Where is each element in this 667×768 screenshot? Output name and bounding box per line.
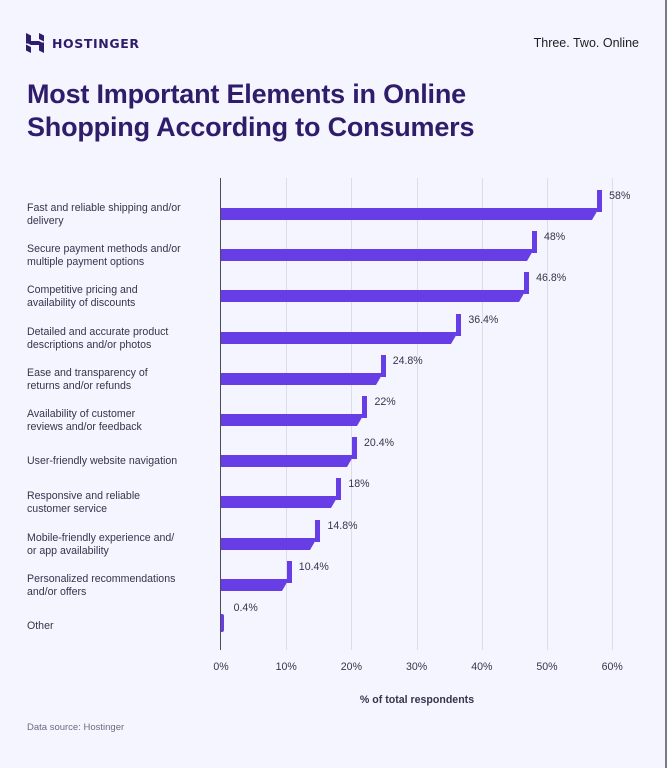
- bar-tab: [531, 231, 537, 254]
- bar: [221, 578, 282, 591]
- right-border: [665, 0, 667, 768]
- category-label-line: Mobile-friendly experience and/: [27, 531, 175, 544]
- value-label: 18%: [348, 478, 370, 491]
- bar-end: [592, 208, 600, 220]
- x-tick-label: 60%: [601, 661, 623, 673]
- value-label: 22%: [374, 396, 396, 408]
- bar-tab: [380, 354, 386, 377]
- bar: [221, 331, 452, 344]
- bar-end: [357, 414, 365, 426]
- bar: [221, 455, 347, 468]
- category-label: Fast and reliable shipping and/or deliver…: [27, 202, 207, 228]
- bar-end: [519, 290, 527, 303]
- hostinger-logo-icon: [26, 33, 44, 53]
- category-label-line: Secure payment methods and/or: [27, 243, 181, 256]
- bar: [221, 414, 358, 426]
- x-tick-label: 40%: [471, 661, 493, 673]
- value-label: 46.8%: [536, 272, 567, 285]
- tagline: Three. Two. Online: [533, 36, 639, 50]
- value-label: 36.4%: [468, 313, 499, 326]
- value-label: 58%: [609, 190, 631, 202]
- x-tick-label: 20%: [340, 661, 362, 673]
- chart-title: Most Important Elements in Online Shoppi…: [27, 78, 547, 144]
- bar-end: [331, 496, 339, 509]
- bar: [221, 372, 376, 385]
- category-label: User-friendly website navigation: [27, 455, 207, 468]
- category-label-line: Personalized recommendations: [27, 572, 176, 585]
- bar: [221, 208, 593, 220]
- bar-end: [281, 578, 289, 591]
- value-label: 0.4%: [233, 602, 258, 614]
- category-label-line: reviews and/or feedback: [27, 421, 142, 433]
- x-tick-label: 50%: [536, 661, 558, 673]
- title-line-1: Most Important Elements in Online: [27, 79, 466, 109]
- category-label: Other: [27, 620, 207, 633]
- category-label-line: returns and/or refunds: [27, 379, 132, 392]
- value-label: 24.8%: [392, 354, 423, 367]
- category-label-line: Detailed and accurate product: [27, 325, 169, 338]
- bar-end: [347, 455, 354, 468]
- category-label: Responsive and reliable customer service: [27, 490, 207, 516]
- x-tick-label: 30%: [405, 661, 428, 673]
- bar-tab: [352, 437, 357, 460]
- category-label-line: multiple payment options: [27, 256, 145, 269]
- value-label: 14.8%: [327, 519, 358, 532]
- bar-tab: [597, 190, 603, 212]
- bar-end: [451, 331, 459, 344]
- bar-tab: [286, 560, 292, 583]
- category-label: Mobile-friendly experience and/or app av…: [27, 532, 207, 558]
- x-axis-title: % of total respondents: [359, 694, 475, 706]
- bar: [221, 614, 224, 632]
- bar-end: [375, 372, 383, 385]
- category-label-line: availability of discounts: [27, 297, 136, 310]
- category-label: Ease and transparency of returns and/or r…: [27, 367, 207, 393]
- category-label: Availability of customer reviews and/or f…: [27, 408, 207, 434]
- brand-logo: HOSTINGER: [26, 33, 140, 53]
- gridline: [416, 178, 418, 650]
- category-label: Competitive pricing and availability of d…: [27, 284, 207, 310]
- gridline: [547, 178, 548, 650]
- bar: [221, 496, 332, 509]
- bar: [221, 537, 311, 550]
- bar-tab: [315, 519, 321, 542]
- category-label-line: descriptions and/or photos: [27, 338, 152, 351]
- category-label-line: and/or offers: [27, 585, 87, 598]
- bar: [221, 249, 527, 262]
- category-label-line: Other: [27, 620, 54, 632]
- value-label: 20.4%: [364, 437, 395, 450]
- x-tick-label: 10%: [275, 661, 297, 673]
- title-line-2: Shopping According to Consumers: [27, 112, 475, 142]
- bar-tab: [456, 313, 462, 336]
- category-label: Personalized recommendations and/or offer…: [27, 573, 207, 599]
- bar-end: [526, 249, 534, 262]
- category-label-line: Competitive pricing and: [27, 284, 138, 297]
- bar-tab: [362, 396, 368, 418]
- bar-tab: [524, 272, 530, 295]
- category-label-line: Responsive and reliable: [27, 490, 141, 503]
- bar-end: [310, 537, 318, 550]
- category-label-line: Fast and reliable shipping and/or: [27, 202, 181, 214]
- category-label-line: Ease and transparency of: [27, 366, 148, 379]
- category-label-line: Availability of customer: [27, 408, 136, 420]
- gridline: [481, 178, 483, 650]
- category-label: Secure payment methods and/or multiple pa…: [27, 243, 207, 269]
- gridline: [612, 178, 614, 650]
- bar: [221, 290, 520, 303]
- category-label-line: User-friendly website navigation: [27, 455, 178, 468]
- x-tick-label: 0%: [213, 661, 229, 673]
- category-label-line: customer service: [27, 503, 108, 516]
- data-source: Data source: Hostinger: [27, 722, 125, 733]
- value-label: 10.4%: [298, 560, 329, 573]
- category-label-line: delivery: [27, 215, 64, 227]
- category-label-line: or app availability: [27, 544, 109, 557]
- y-axis-line: [220, 178, 221, 650]
- brand-name: HOSTINGER: [52, 35, 140, 51]
- bar-tab: [336, 478, 342, 501]
- value-label: 48%: [543, 231, 566, 244]
- category-label: Detailed and accurate product description…: [27, 326, 207, 352]
